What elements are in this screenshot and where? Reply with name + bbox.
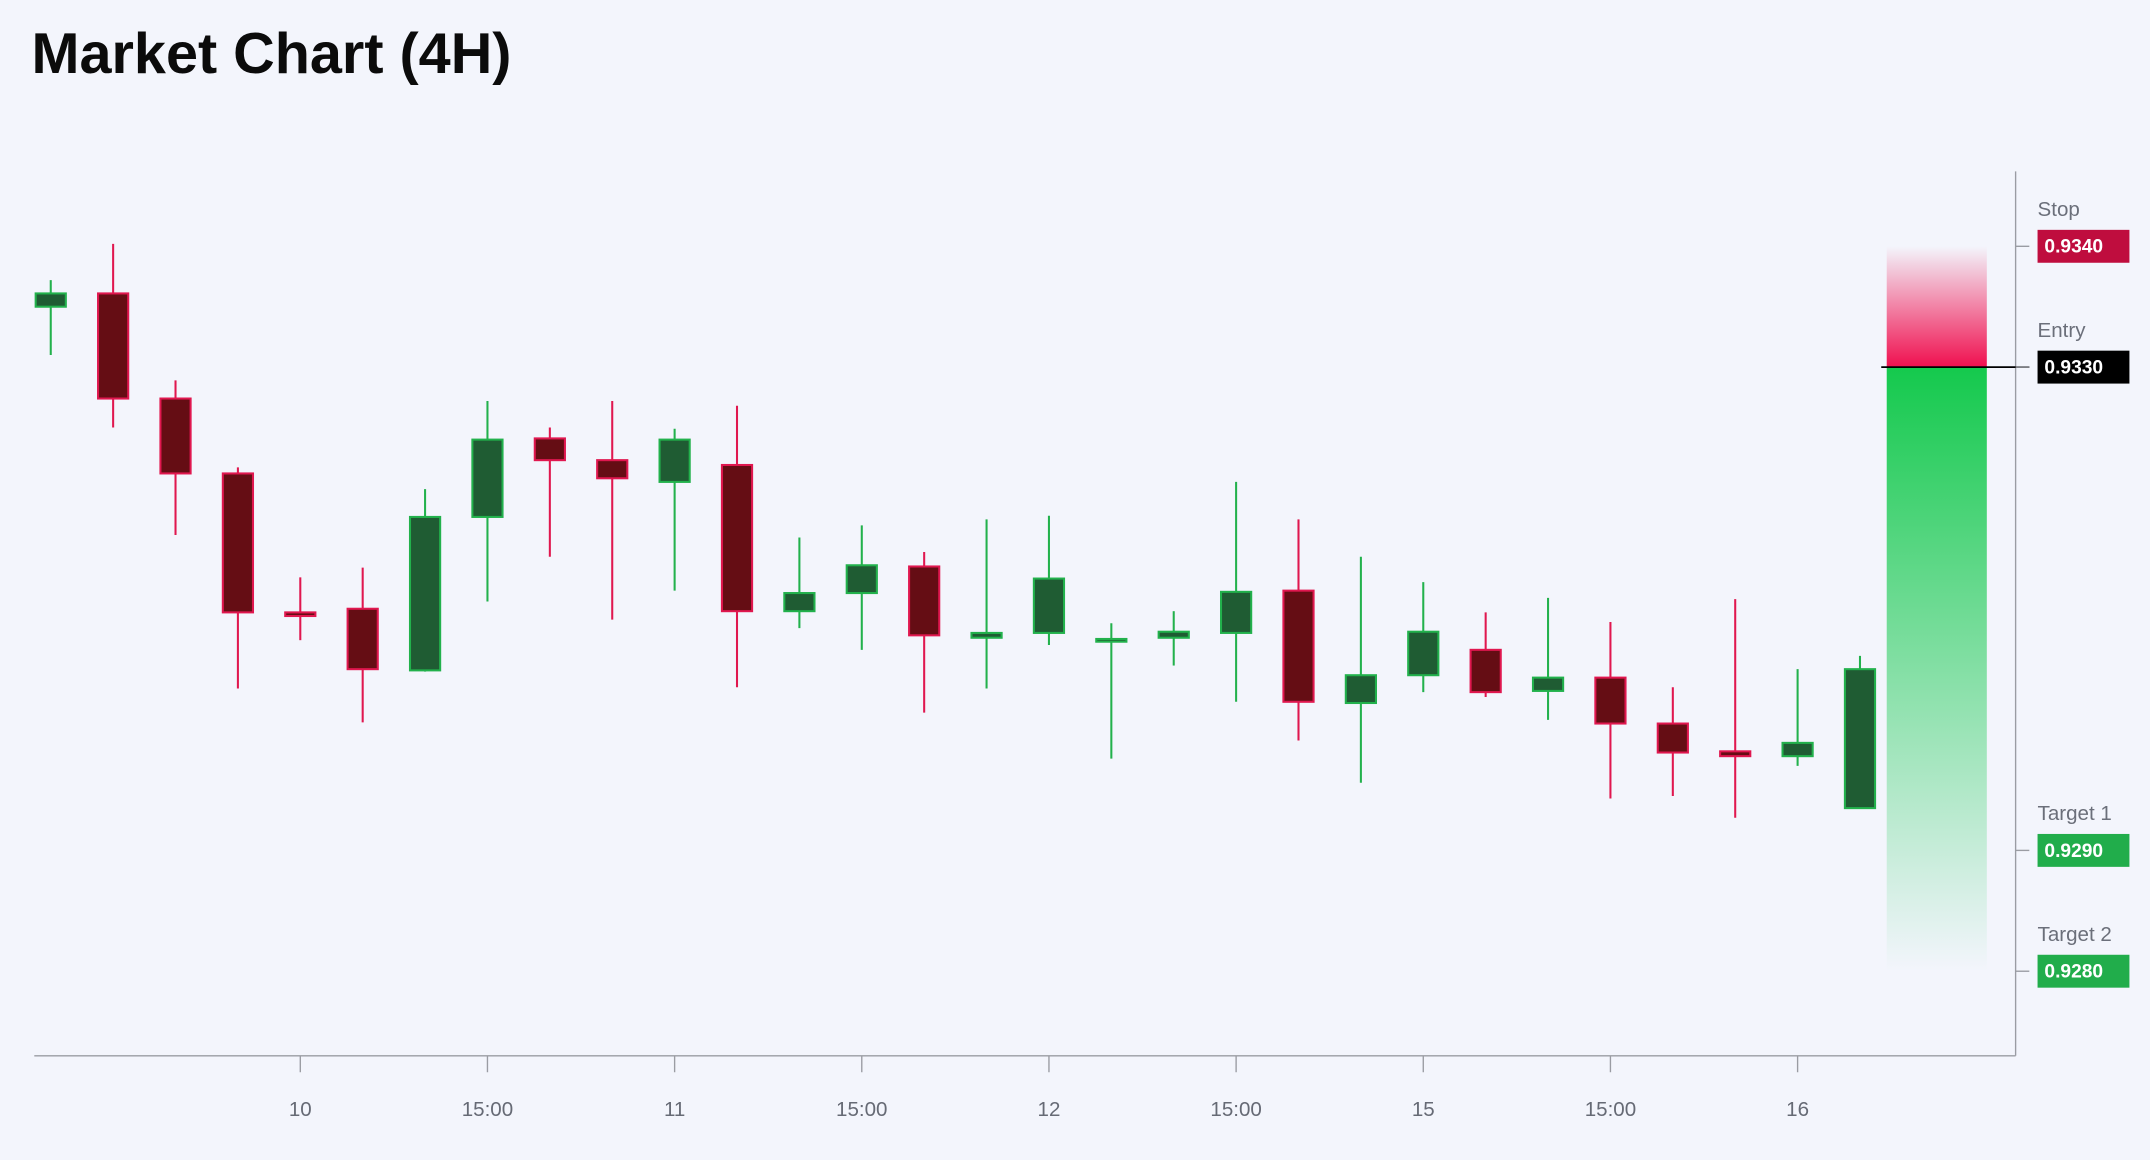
position-zone: [1881, 246, 2030, 972]
candle-body: [908, 565, 941, 637]
x-tick-label: 12: [1038, 1098, 1061, 1121]
candle-body: [1095, 637, 1128, 643]
x-tick-label: 16: [1786, 1098, 1809, 1121]
candle-body: [1157, 630, 1190, 639]
candle-body: [471, 438, 504, 518]
candle-body: [970, 631, 1003, 639]
candle-body: [221, 472, 255, 614]
levels: Stop 0.9340 Entry 0.9330 Target 1 0.9290 Targe…: [2015, 198, 2130, 988]
candle-body: [1719, 750, 1752, 758]
x-tick-label: 15:00: [462, 1098, 513, 1121]
x-tick-label: 15:00: [1210, 1098, 1261, 1121]
candle-body: [658, 438, 691, 483]
candle-body: [1282, 589, 1315, 703]
candle-body: [1531, 676, 1565, 692]
level-box: [2037, 350, 2130, 384]
candle-body: [159, 397, 192, 475]
candle-body: [346, 607, 379, 671]
level-name: Entry: [2038, 319, 2087, 342]
x-tick-label: 15:00: [836, 1098, 887, 1121]
level-value: 0.9330: [2044, 358, 2103, 379]
candle-body: [284, 611, 317, 618]
candle-body: [1594, 676, 1627, 725]
candle-body: [408, 515, 442, 672]
candle-body: [845, 564, 878, 595]
level-box: [2037, 833, 2130, 867]
level-name: Target 2: [2038, 923, 2112, 946]
level-value: 0.9280: [2044, 962, 2103, 983]
candle-body: [1220, 590, 1253, 634]
level-box: [2037, 954, 2130, 988]
candle-body: [1344, 674, 1377, 705]
level-name: Target 1: [2038, 802, 2112, 825]
x-tick-label: 11: [664, 1098, 685, 1121]
chart-title: Market Chart (4H): [32, 22, 512, 86]
candle-body: [1469, 648, 1502, 694]
x-tick-label: 15: [1412, 1098, 1435, 1121]
level-name: Stop: [2038, 198, 2080, 221]
risk-zone: [1886, 246, 1987, 368]
candle-body: [1407, 630, 1440, 677]
candle-body: [1843, 668, 1877, 810]
level-value: 0.9340: [2044, 237, 2103, 258]
reward-zone: [1886, 367, 1987, 972]
candle-body: [1032, 577, 1066, 634]
x-tick-label: 10: [289, 1098, 312, 1121]
plot-area: 10 15:00 11 15:00 12 15:00 15 15:00 16: [34, 243, 1877, 1121]
candle-body: [783, 592, 816, 613]
level-box: [2037, 229, 2130, 263]
candle-body: [97, 292, 130, 400]
candle-body: [34, 292, 67, 308]
level-value: 0.9290: [2044, 841, 2103, 862]
candle-body: [720, 463, 754, 613]
candle-body: [1781, 741, 1814, 758]
candle-body: [596, 459, 629, 480]
candle-body: [1656, 722, 1689, 754]
candle-body: [533, 437, 566, 462]
x-tick-label: 15:00: [1585, 1098, 1636, 1121]
